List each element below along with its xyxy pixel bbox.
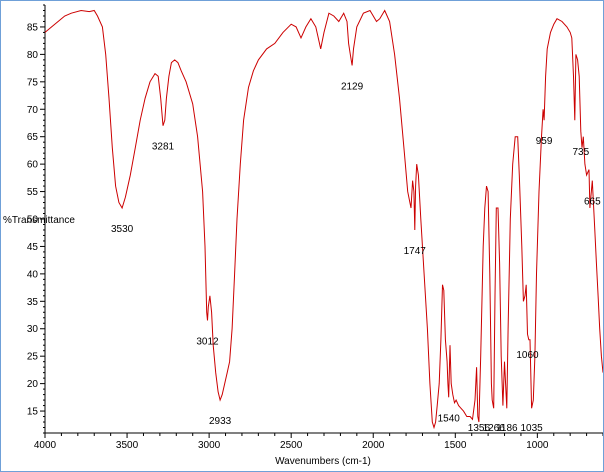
peak-label: 3281 <box>152 142 175 153</box>
x-tick-label: 3500 <box>116 440 139 451</box>
y-tick-label: 25 <box>27 352 39 363</box>
x-tick-label: 2000 <box>362 440 385 451</box>
peak-label: 735 <box>573 147 590 158</box>
peak-label: 1540 <box>438 413 461 424</box>
spectrum-line <box>44 9 603 430</box>
x-tick-label: 3000 <box>198 440 221 451</box>
peak-label: 959 <box>536 136 553 147</box>
y-tick-label: 80 <box>27 50 39 61</box>
y-tick-label: 20 <box>27 379 39 390</box>
peak-label: 1356 <box>468 423 491 434</box>
y-tick-label: 30 <box>27 324 39 335</box>
plot-frame <box>44 5 603 434</box>
y-tick-label: 70 <box>27 105 39 116</box>
peak-label: 1186 <box>496 423 518 434</box>
peak-label: 3530 <box>111 224 134 235</box>
y-tick-label: 55 <box>27 187 39 198</box>
x-axis-ticks: 4000 3500 3000 2500 2000 1500 1000 <box>34 433 603 451</box>
peak-labels: 3530 3281 3012 2933 2129 1747 1540 135612661186… <box>111 81 601 434</box>
peak-label: 1266 <box>483 423 506 434</box>
y-tick-label: 60 <box>27 160 39 171</box>
x-tick-label: 1000 <box>526 440 549 451</box>
y-tick-label: 65 <box>27 132 39 143</box>
y-tick-label: 50 <box>27 215 39 226</box>
peak-label: 1747 <box>404 246 427 257</box>
peak-label: 1060 <box>516 350 539 361</box>
y-axis-title: %Transmittance <box>3 215 75 226</box>
y-tick-label: 45 <box>27 242 39 253</box>
peak-label: 2933 <box>209 416 232 427</box>
peak-label: 665 <box>584 197 601 208</box>
peak-label: 2129 <box>341 81 364 92</box>
y-tick-label: 75 <box>27 77 39 88</box>
y-tick-label: 15 <box>27 407 39 418</box>
x-axis-title: Wavenumbers (cm-1) <box>275 456 371 467</box>
peak-label: 1035 <box>520 423 543 434</box>
y-tick-label: 35 <box>27 297 39 308</box>
x-tick-label: 4000 <box>34 440 57 451</box>
y-tick-label: 40 <box>27 269 39 280</box>
x-tick-label: 2500 <box>280 440 303 451</box>
y-tick-label: 85 <box>27 22 39 33</box>
peak-label: 3012 <box>196 337 219 348</box>
x-tick-label: 1500 <box>444 440 467 451</box>
y-axis-ticks: 15 20 25 30 35 40 45 50 55 60 65 70 75 80 85 <box>27 4 45 434</box>
